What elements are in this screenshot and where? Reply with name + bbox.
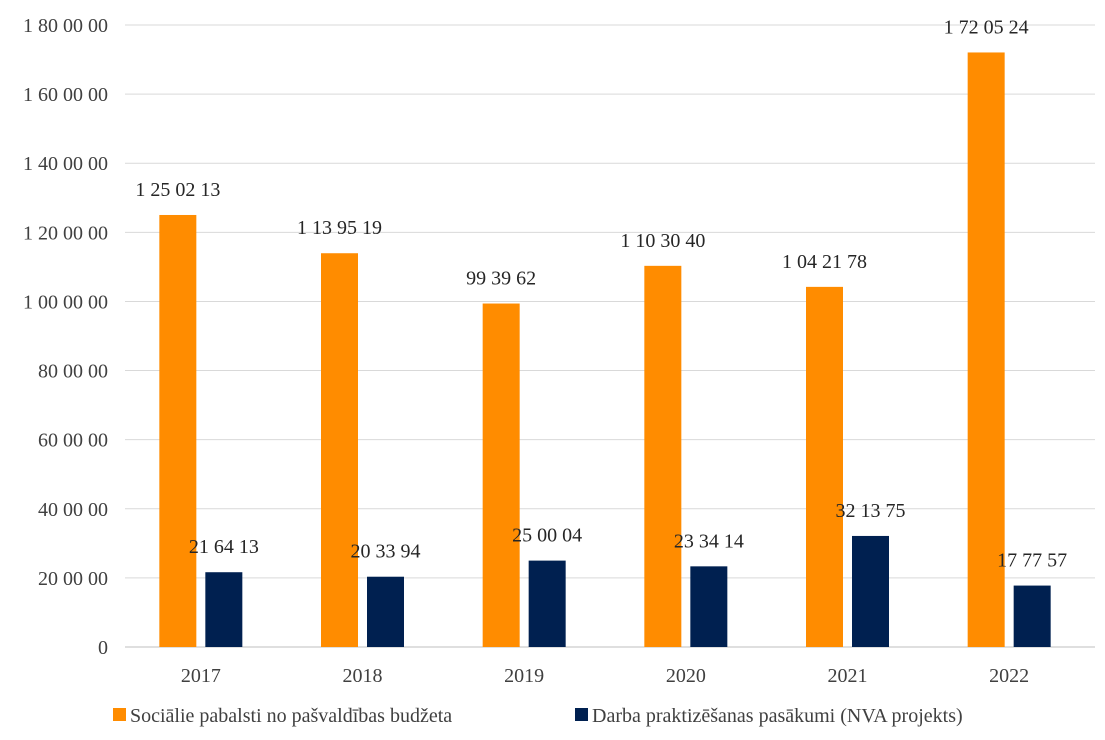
x-tick-label: 2022 (989, 665, 1029, 687)
x-tick-label: 2017 (181, 665, 221, 687)
y-tick-label: 40 00 00 (38, 499, 108, 521)
bar-work-practice-2017 (205, 572, 243, 647)
x-tick-label: 2021 (828, 665, 868, 687)
data-label: 1 25 02 13 (135, 179, 220, 201)
y-tick-label: 1 80 00 00 (23, 15, 108, 37)
data-label: 21 64 13 (189, 536, 259, 558)
data-label: 99 39 62 (466, 268, 536, 290)
bar-work-practice-2020 (690, 566, 728, 647)
bar-social-benefits-2017 (159, 214, 197, 648)
data-label: 20 33 94 (351, 541, 421, 563)
bar-work-practice-2022 (1013, 585, 1051, 647)
bar-work-practice-2018 (367, 576, 404, 647)
x-tick-label: 2019 (504, 665, 544, 687)
data-label: 1 10 30 40 (620, 230, 705, 252)
bar-social-benefits-2018 (321, 253, 358, 647)
bar-work-practice-2019 (528, 560, 566, 647)
bar-social-benefits-2019 (482, 303, 520, 647)
data-label: 1 72 05 24 (944, 16, 1029, 38)
bar-social-benefits-2021 (806, 286, 843, 647)
legend-label: Darba praktizēšanas pasākumi (NVA projek… (592, 705, 963, 727)
x-tick-label: 2020 (666, 665, 706, 687)
x-axis-tick-labels: 2017 2018 2019 2020 2021 2022 (181, 665, 1029, 687)
y-tick-label: 20 00 00 (38, 568, 108, 590)
y-tick-label: 60 00 00 (38, 430, 108, 452)
bar-social-benefits-2022 (967, 52, 1005, 647)
legend: Sociālie pabalsti no pašvaldības budžeta… (113, 705, 963, 727)
bars (159, 52, 1051, 648)
data-label: 1 13 95 19 (297, 217, 382, 239)
data-label: 25 00 04 (512, 525, 582, 547)
data-label: 32 13 75 (836, 500, 906, 522)
y-tick-label: 0 (98, 637, 108, 659)
y-tick-label: 1 00 00 00 (23, 291, 108, 313)
y-tick-label: 1 60 00 00 (23, 84, 108, 106)
y-tick-label: 1 20 00 00 (23, 222, 108, 244)
legend-label: Sociālie pabalsti no pašvaldības budžeta (130, 705, 452, 727)
bar-work-practice-2021 (852, 535, 889, 647)
y-tick-label: 80 00 00 (38, 361, 108, 383)
data-labels: 1 25 02 13 21 64 13 1 13 95 19 20 33 94 99 3… (135, 16, 1067, 571)
legend-swatch-work-practice (575, 708, 588, 721)
data-label: 1 04 21 78 (782, 251, 867, 273)
x-tick-label: 2018 (343, 665, 383, 687)
data-label: 17 77 57 (997, 550, 1067, 572)
bar-social-benefits-2020 (644, 265, 682, 647)
gridlines (125, 24, 1095, 648)
y-tick-label: 1 40 00 00 (23, 153, 108, 175)
data-label: 23 34 14 (674, 530, 744, 552)
y-axis-tick-labels: 0 20 00 00 40 00 00 60 00 00 80 00 00 1 00 00… (23, 15, 108, 659)
legend-swatch-social-benefits (113, 708, 126, 721)
